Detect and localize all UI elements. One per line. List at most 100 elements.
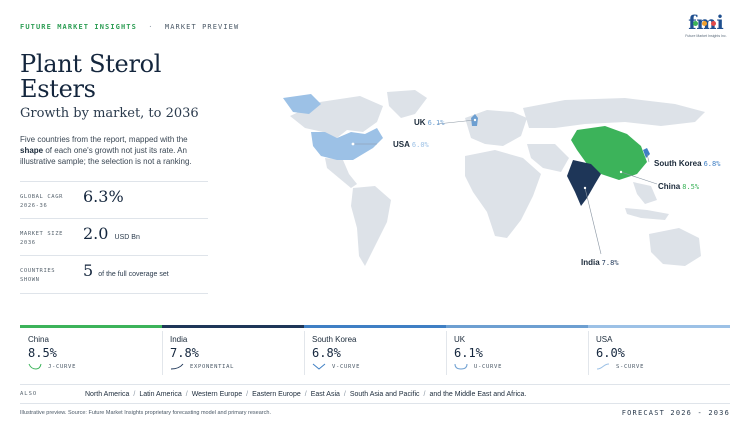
leader-lines (353, 119, 658, 255)
stat-market-size: MARKET SIZE 2036 2.0 USD Bn (20, 218, 208, 255)
map-label-china: China 8.5% (658, 182, 699, 191)
region-item: South Asia and Pacific (349, 391, 420, 398)
stat-global-cagr: GLOBAL CAGR 2026-36 6.3% (20, 181, 208, 218)
section-label: MARKET PREVIEW (164, 23, 240, 31)
page-title: Plant Sterol Esters (20, 52, 161, 102)
card-usa: USA 6.0% S-CURVE (588, 325, 730, 377)
card-cagr: 6.8% (312, 346, 341, 360)
region-list: North America / Latin America / Western Euro… (85, 391, 527, 398)
usa-marker (351, 142, 355, 146)
card-country: South Korea (312, 335, 357, 344)
map-label-india: India 7.8% (581, 258, 619, 267)
south-korea-highlight (643, 148, 650, 158)
alaska-highlight (283, 94, 321, 114)
region-item: and the Middle East and Africa. (429, 391, 527, 398)
greenland-shape (387, 90, 427, 118)
stat-number: 5 (83, 261, 94, 280)
shape-label: EXPONENTIAL (190, 364, 235, 370)
label-rate: 7.8% (601, 259, 619, 267)
exponential-icon (170, 363, 184, 370)
title-line-2: Esters (20, 75, 96, 103)
shape-label: J-CURVE (48, 364, 77, 370)
stat-value: 2.0 USD Bn (83, 224, 140, 243)
card-country: India (170, 335, 188, 344)
stat-label: GLOBAL CAGR 2026-36 (20, 194, 64, 209)
card-divider (446, 331, 447, 375)
label-rate: 6.0% (411, 141, 429, 149)
card-divider (304, 331, 305, 375)
world-map (283, 90, 705, 266)
desc-bold: shape (20, 146, 44, 155)
card-south-korea: South Korea 6.8% V-CURVE (304, 325, 446, 377)
card-divider (162, 331, 163, 375)
j-curve-icon (28, 363, 42, 370)
top-bar: FUTURE MARKET INSIGHTS · MARKET PREVIEW (20, 23, 239, 31)
usa-highlight (311, 128, 383, 160)
stat-unit: USD Bn (114, 234, 140, 241)
stat-unit: of the full coverage set (98, 271, 169, 278)
india-highlight (567, 160, 601, 206)
card-country: China (28, 335, 49, 344)
card-accent-bar (20, 325, 162, 328)
region-item: Latin America (139, 391, 182, 398)
stat-number: 2.0 (83, 224, 109, 243)
card-accent-bar (304, 325, 446, 328)
card-cagr: 6.1% (454, 346, 483, 360)
card-shape: V-CURVE (312, 363, 360, 370)
stat-label: COUNTRIES SHOWN (20, 268, 56, 283)
australia-shape (649, 228, 701, 266)
card-country: UK (454, 335, 466, 344)
map-label-uk: UK 6.1% (414, 118, 444, 127)
card-accent-bar (588, 325, 730, 328)
label-name: UK (414, 118, 426, 127)
card-accent-bar (162, 325, 304, 328)
card-shape: EXPONENTIAL (170, 363, 234, 370)
europe-shape (465, 110, 527, 146)
label-rate: 6.8% (703, 160, 721, 168)
fmi-logo: fmi Future Market Insights Inc. (685, 14, 727, 44)
china-highlight (571, 126, 647, 180)
region-item: Eastern Europe (252, 391, 301, 398)
s-curve-icon (596, 363, 610, 370)
region-item: North America (85, 391, 130, 398)
card-shape: U-CURVE (454, 363, 502, 370)
card-india: India 7.8% EXPONENTIAL (162, 325, 304, 377)
u-curve-icon (454, 363, 468, 370)
card-cagr: 7.8% (170, 346, 199, 360)
indonesia-shape (625, 208, 669, 220)
india-marker (583, 186, 587, 190)
card-accent-bar (446, 325, 588, 328)
logo-dots (693, 13, 721, 26)
uk-marker (473, 118, 477, 122)
card-shape: S-CURVE (596, 363, 644, 370)
forecast-period: FORECAST 2026 - 2036 (621, 409, 730, 417)
region-item: East Asia (310, 391, 340, 398)
middle-east-shape (527, 144, 569, 172)
shape-label: V-CURVE (332, 364, 361, 370)
map-label-south-korea: South Korea 6.8% (654, 159, 720, 168)
card-shape: J-CURVE (28, 363, 76, 370)
china-marker (619, 170, 623, 174)
desc-text-2: of each one's growth not just its rate. … (20, 146, 192, 166)
label-name: South Korea (654, 159, 702, 168)
brand-name: FUTURE MARKET INSIGHTS (20, 23, 137, 31)
map-label-usa: USA 6.0% (393, 140, 429, 149)
description: Five countries from the report, mapped w… (20, 134, 210, 167)
shape-label: S-CURVE (616, 364, 645, 370)
stat-label: MARKET SIZE 2036 (20, 231, 64, 246)
card-cagr: 6.0% (596, 346, 625, 360)
stat-number: 6.3% (83, 187, 124, 206)
desc-text-1: Five countries from the report, mapped w… (20, 135, 188, 144)
label-name: India (581, 258, 600, 267)
also-regions-row: ALSO North America / Latin America / Western… (20, 384, 730, 404)
card-china: China 8.5% J-CURVE (20, 325, 162, 377)
label-rate: 6.1% (427, 119, 445, 127)
card-divider (588, 331, 589, 375)
page-subtitle: Growth by market, to 2036 (20, 106, 199, 121)
v-curve-icon (312, 363, 326, 370)
title-line-1: Plant Sterol (20, 50, 162, 78)
stat-countries: COUNTRIES SHOWN 5 of the full coverage s… (20, 255, 208, 292)
north-asia-shape (523, 98, 705, 128)
southeast-asia-shape (633, 182, 657, 204)
africa-shape (465, 150, 541, 238)
